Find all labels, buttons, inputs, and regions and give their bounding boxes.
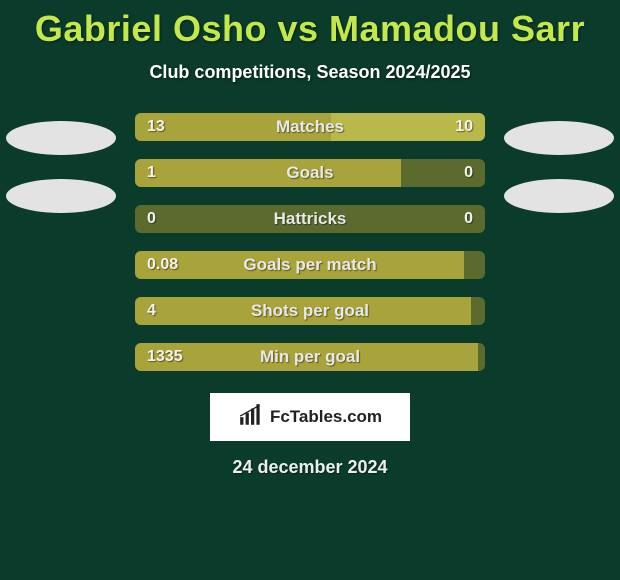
metric-row: 4Shots per goal bbox=[135, 297, 485, 325]
metric-seg-left bbox=[135, 343, 478, 371]
page-subtitle: Club competitions, Season 2024/2025 bbox=[0, 62, 620, 83]
date-line: 24 december 2024 bbox=[0, 457, 620, 478]
metric-value-left: 0 bbox=[147, 205, 156, 233]
metric-row: 1310Matches bbox=[135, 113, 485, 141]
fctables-logo-badge: FcTables.com bbox=[210, 393, 410, 441]
metric-bars: 1310Matches10Goals00Hattricks0.08Goals p… bbox=[135, 113, 485, 371]
player-left-column bbox=[6, 113, 116, 213]
metric-value-right: 0 bbox=[464, 205, 473, 233]
metric-seg-left bbox=[135, 113, 331, 141]
logo-text: FcTables.com bbox=[270, 407, 382, 427]
metric-value-right: 0 bbox=[464, 159, 473, 187]
metric-seg-left bbox=[135, 297, 471, 325]
metric-seg-right bbox=[331, 113, 485, 141]
metric-seg-left bbox=[135, 251, 464, 279]
compare-area: 1310Matches10Goals00Hattricks0.08Goals p… bbox=[0, 113, 620, 373]
metric-row: 0 0Hattricks bbox=[135, 205, 485, 233]
bar-chart-icon bbox=[238, 402, 264, 433]
player-right-club-placeholder bbox=[504, 179, 614, 213]
player-left-club-placeholder bbox=[6, 179, 116, 213]
metric-row: 0.08Goals per match bbox=[135, 251, 485, 279]
metric-row: 10Goals bbox=[135, 159, 485, 187]
player-right-photo-placeholder bbox=[504, 121, 614, 155]
player-left-photo-placeholder bbox=[6, 121, 116, 155]
metric-seg-left bbox=[135, 159, 401, 187]
page-title: Gabriel Osho vs Mamadou Sarr bbox=[0, 0, 620, 50]
metric-row: 1335Min per goal bbox=[135, 343, 485, 371]
metric-label: Hattricks bbox=[135, 205, 485, 233]
player-right-column bbox=[504, 113, 614, 213]
